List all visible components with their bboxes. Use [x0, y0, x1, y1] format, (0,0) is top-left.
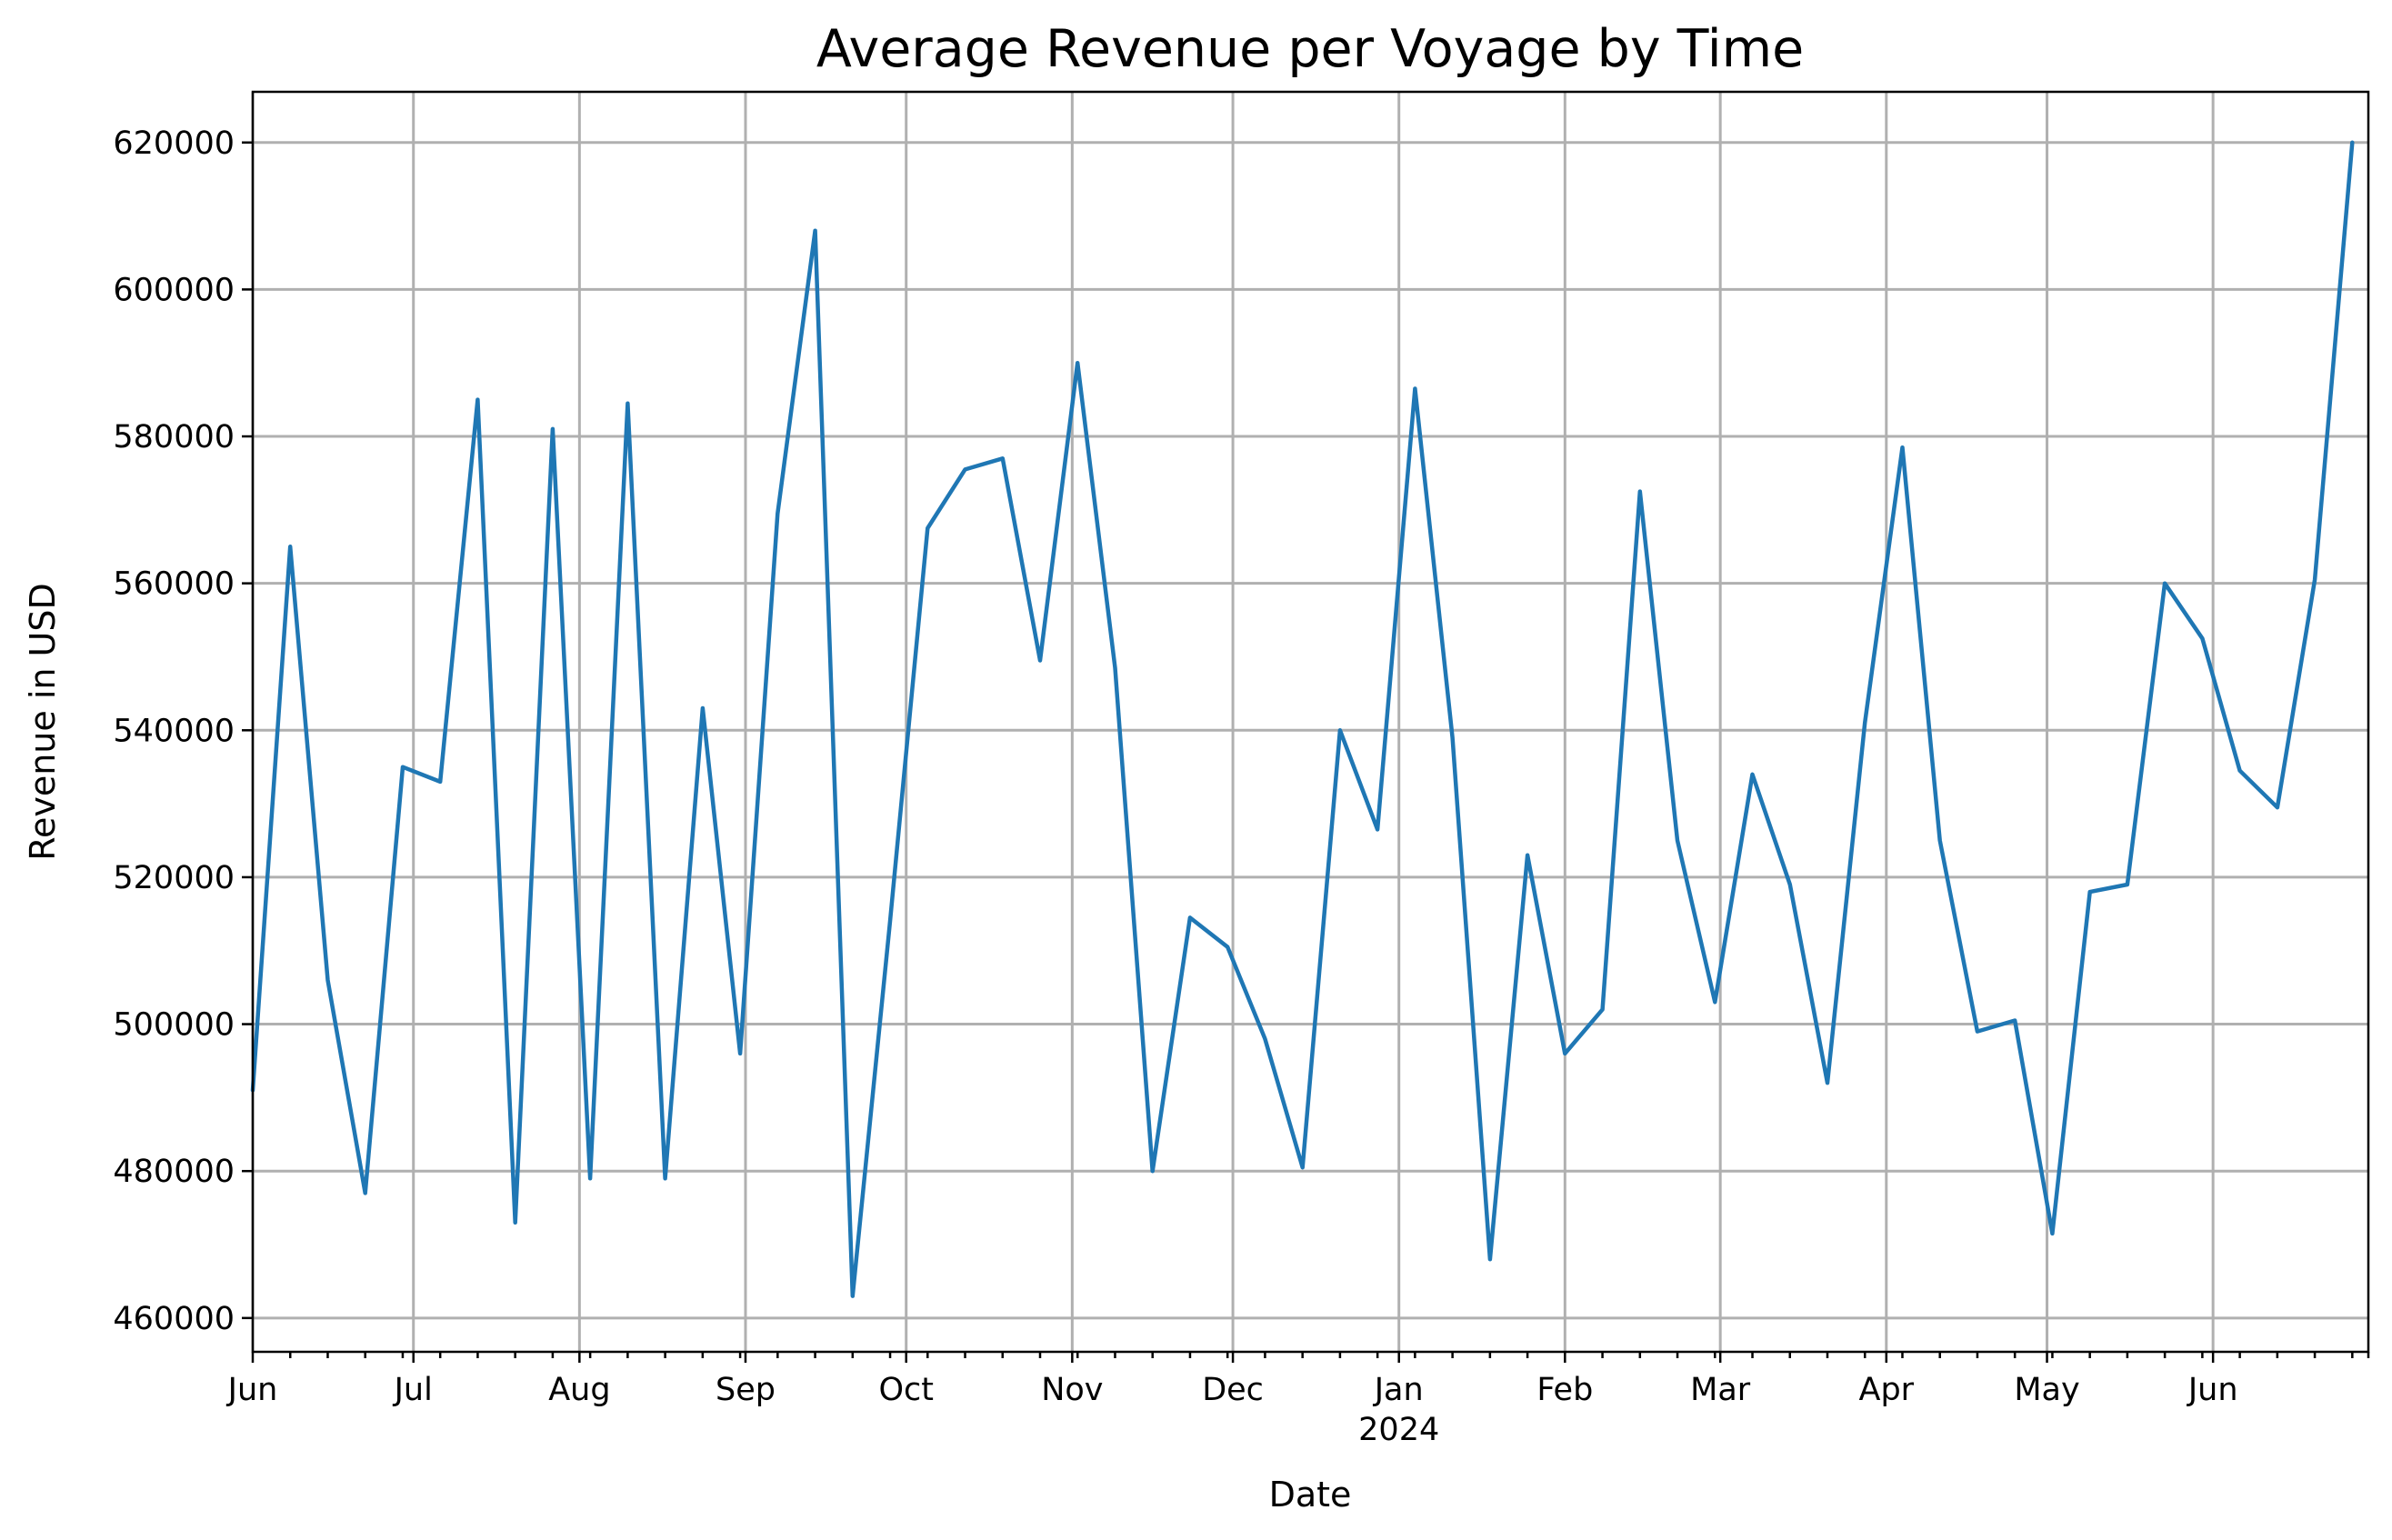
x-tick-label: Feb — [1536, 1372, 1593, 1408]
x-tick-label: Apr — [1859, 1372, 1915, 1408]
y-tick-label: 600000 — [113, 272, 235, 308]
plot-frame — [251, 90, 2370, 1354]
y-tick-label: 540000 — [113, 713, 235, 749]
x-tick-label: May — [2014, 1372, 2079, 1408]
x-tick-label: Jul — [393, 1372, 433, 1408]
x-tick-label: Jan — [1373, 1372, 1424, 1408]
x-tick-label: Mar — [1690, 1372, 1751, 1408]
x-axis-label: Date — [1269, 1475, 1352, 1515]
x-tick-label: Dec — [1202, 1372, 1264, 1408]
y-tick-label: 560000 — [113, 566, 235, 603]
series-line — [250, 140, 2355, 1298]
y-axis-label: Revenue in USD — [23, 583, 63, 860]
y-tick-label: 620000 — [113, 125, 235, 162]
y-tick-label: 580000 — [113, 419, 235, 455]
x-tick-label: Jun — [226, 1372, 278, 1408]
x-tick-label: Nov — [1041, 1372, 1103, 1408]
x-tick-label: Jun — [2187, 1372, 2238, 1408]
y-tick-label: 500000 — [113, 1007, 235, 1044]
grid — [251, 92, 2368, 1352]
axis-ticks: 460000 480000 500000 520000 540000 560000 5800… — [113, 125, 2370, 1448]
x-tick-sublabel: 2024 — [1358, 1412, 1439, 1448]
y-tick-label: 520000 — [113, 860, 235, 896]
chart-title: Average Revenue per Voyage by Time — [816, 19, 1804, 79]
x-tick-label: Aug — [548, 1372, 610, 1408]
x-tick-label: Oct — [878, 1372, 934, 1408]
y-tick-label: 460000 — [113, 1301, 235, 1337]
y-tick-label: 480000 — [113, 1154, 235, 1190]
x-tick-label: Sep — [716, 1372, 776, 1408]
